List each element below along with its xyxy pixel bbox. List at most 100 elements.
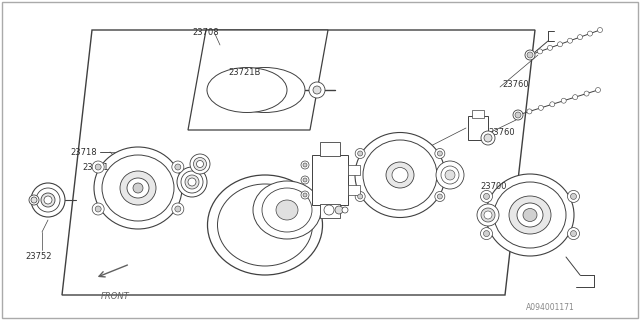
Circle shape <box>324 205 334 215</box>
Ellipse shape <box>133 183 143 193</box>
Ellipse shape <box>193 157 207 171</box>
Ellipse shape <box>486 174 574 256</box>
Circle shape <box>527 52 533 58</box>
Ellipse shape <box>44 196 52 204</box>
Circle shape <box>342 207 348 213</box>
Circle shape <box>172 203 184 215</box>
Polygon shape <box>62 30 535 295</box>
Circle shape <box>303 178 307 182</box>
Circle shape <box>538 49 543 54</box>
Circle shape <box>483 193 490 199</box>
Ellipse shape <box>102 155 174 221</box>
Circle shape <box>303 163 307 167</box>
Text: 23708: 23708 <box>192 28 219 37</box>
Text: 23718: 23718 <box>70 148 97 157</box>
Ellipse shape <box>276 200 298 220</box>
Ellipse shape <box>218 184 312 266</box>
Bar <box>320 204 340 218</box>
Ellipse shape <box>517 203 543 227</box>
Circle shape <box>355 148 365 158</box>
Bar <box>348 185 360 195</box>
Circle shape <box>335 206 343 214</box>
Text: 23700: 23700 <box>480 182 506 191</box>
Ellipse shape <box>481 131 495 145</box>
Ellipse shape <box>481 208 495 222</box>
Ellipse shape <box>509 196 551 234</box>
Circle shape <box>584 91 589 96</box>
Circle shape <box>570 193 577 199</box>
Circle shape <box>568 190 579 203</box>
Circle shape <box>568 38 573 43</box>
Ellipse shape <box>127 178 149 198</box>
Bar <box>348 165 360 175</box>
Circle shape <box>527 109 532 114</box>
Circle shape <box>172 161 184 173</box>
Text: 23760: 23760 <box>502 80 529 89</box>
Circle shape <box>527 52 532 58</box>
Circle shape <box>577 35 582 40</box>
Ellipse shape <box>363 140 437 210</box>
Circle shape <box>95 206 101 212</box>
Text: 23721: 23721 <box>82 163 109 172</box>
Circle shape <box>441 166 459 184</box>
Circle shape <box>513 110 523 120</box>
Circle shape <box>515 112 521 118</box>
Ellipse shape <box>41 193 55 207</box>
Ellipse shape <box>190 154 210 174</box>
Text: 23798: 23798 <box>388 148 415 157</box>
Ellipse shape <box>188 178 196 186</box>
Circle shape <box>547 45 552 50</box>
Circle shape <box>481 228 493 240</box>
Bar <box>320 142 340 156</box>
Circle shape <box>515 113 520 117</box>
Ellipse shape <box>225 68 305 113</box>
Text: 23721B: 23721B <box>228 68 260 77</box>
Ellipse shape <box>523 209 537 221</box>
Circle shape <box>358 151 363 156</box>
Ellipse shape <box>253 181 321 239</box>
Circle shape <box>588 31 593 36</box>
Ellipse shape <box>94 147 182 229</box>
Circle shape <box>436 161 464 189</box>
Ellipse shape <box>484 134 492 142</box>
Circle shape <box>598 28 602 33</box>
Circle shape <box>303 193 307 197</box>
Ellipse shape <box>484 211 492 219</box>
Ellipse shape <box>392 167 408 182</box>
Ellipse shape <box>477 204 499 226</box>
Ellipse shape <box>185 175 199 189</box>
Circle shape <box>445 170 455 180</box>
Circle shape <box>301 161 309 169</box>
Bar <box>468 116 488 140</box>
Ellipse shape <box>31 183 65 217</box>
Text: A094001171: A094001171 <box>526 303 575 312</box>
Ellipse shape <box>31 197 37 203</box>
Circle shape <box>355 191 365 202</box>
Text: 23727: 23727 <box>288 215 317 224</box>
Ellipse shape <box>177 167 207 197</box>
Ellipse shape <box>29 195 39 205</box>
Ellipse shape <box>181 171 203 193</box>
Text: 23752: 23752 <box>25 252 51 261</box>
Circle shape <box>435 148 445 158</box>
Text: FRONT: FRONT <box>100 292 129 301</box>
Circle shape <box>557 42 563 47</box>
Circle shape <box>437 194 442 199</box>
Ellipse shape <box>36 188 60 212</box>
Circle shape <box>92 203 104 215</box>
Bar <box>312 155 348 205</box>
Circle shape <box>175 206 181 212</box>
Circle shape <box>595 87 600 92</box>
Circle shape <box>358 194 363 199</box>
Circle shape <box>561 98 566 103</box>
Ellipse shape <box>386 162 414 188</box>
Circle shape <box>525 50 535 60</box>
Bar <box>472 110 484 118</box>
Circle shape <box>435 191 445 202</box>
Circle shape <box>309 82 325 98</box>
Circle shape <box>175 164 181 170</box>
Circle shape <box>92 161 104 173</box>
Circle shape <box>95 164 101 170</box>
Ellipse shape <box>120 171 156 205</box>
Ellipse shape <box>355 132 445 218</box>
